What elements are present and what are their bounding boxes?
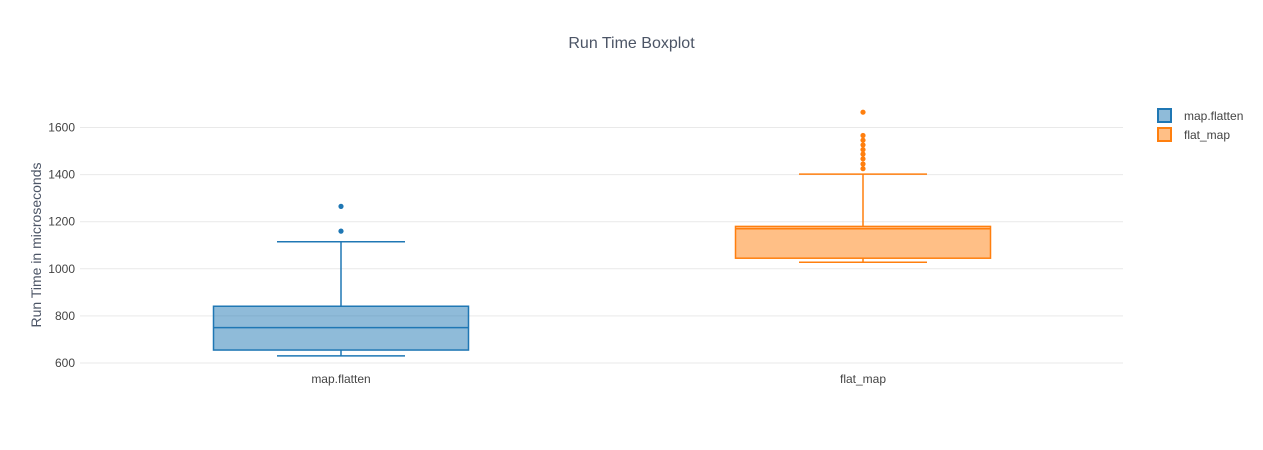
outlier-point[interactable] (860, 156, 866, 162)
y-tick-label: 600 (55, 356, 75, 370)
outlier-point[interactable] (860, 132, 866, 139)
outlier-point[interactable] (338, 203, 344, 209)
outlier-point[interactable] (860, 151, 866, 157)
legend-label-map-flatten: map.flatten (1184, 108, 1244, 123)
x-tick-label: map.flatten (311, 372, 370, 386)
chart-title: Run Time Boxplot (568, 35, 695, 52)
legend-entry-map-flatten[interactable]: map.flatten (1157, 106, 1243, 125)
outlier-point[interactable] (860, 137, 866, 143)
map-flatten-swatch-icon (1157, 108, 1172, 123)
outlier-point[interactable] (860, 109, 866, 115)
y-tick-label: 1000 (48, 262, 75, 276)
box-flat-map[interactable] (734, 225, 992, 259)
outlier-point[interactable] (860, 161, 866, 167)
legend-label-flat-map: flat_map (1184, 127, 1231, 142)
outlier-point[interactable] (860, 147, 866, 153)
y-tick-label: 1400 (48, 168, 75, 182)
y-tick-label: 800 (55, 309, 75, 323)
x-tick-label: flat_map (840, 372, 886, 386)
legend-entry-flat-map[interactable]: flat_map (1157, 125, 1243, 144)
flat-map-swatch-icon (1157, 127, 1172, 142)
y-tick-label: 1600 (48, 121, 75, 135)
outlier-point[interactable] (338, 228, 344, 234)
legend: map.flatten flat_map (1157, 106, 1243, 144)
outlier-point[interactable] (860, 142, 866, 148)
y-tick-label: 1200 (48, 215, 75, 229)
outlier-point[interactable] (860, 166, 866, 172)
